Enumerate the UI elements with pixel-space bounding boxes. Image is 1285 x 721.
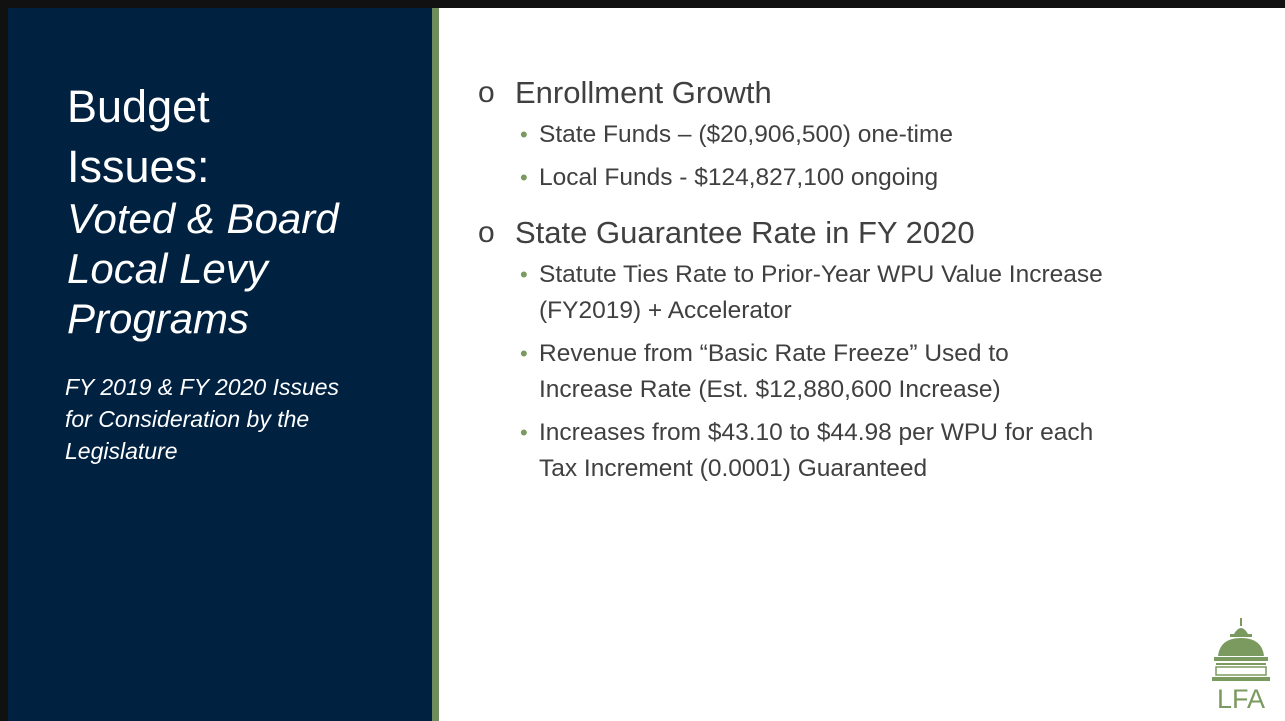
logo-text: LFA [1217, 684, 1265, 714]
description: FY 2019 & FY 2020 Issues [65, 374, 340, 400]
bullet-marker: • [520, 420, 528, 445]
title: Issues: [67, 141, 210, 192]
bullet-marker: • [520, 122, 528, 147]
subtitle: Local Levy [67, 245, 268, 292]
accent-bar [432, 8, 439, 721]
subtitle: Programs [67, 295, 250, 342]
bullet-text: Revenue from “Basic Rate Freeze” Used to [539, 340, 1009, 367]
bullet-text: Local Funds - $124,827,100 ongoing [539, 164, 939, 191]
border [0, 0, 8, 721]
bullet-marker: • [520, 165, 528, 190]
bullet-text: Increases from $43.10 to $44.98 per WPU … [539, 419, 1094, 446]
section-heading: Enrollment Growth [515, 75, 772, 110]
bullet-text: (FY2019) + Accelerator [539, 297, 792, 324]
bullet-marker: o [478, 76, 495, 109]
border [0, 0, 1285, 8]
subtitle: Voted & Board [67, 195, 339, 242]
bullet-text: Statute Ties Rate to Prior-Year WPU Valu… [539, 261, 1103, 288]
dome-icon [1212, 618, 1270, 681]
section-heading: State Guarantee Rate in FY 2020 [515, 215, 975, 250]
title: Budget [67, 81, 210, 132]
logo: LFA [1212, 618, 1270, 714]
bullet-text: Tax Increment (0.0001) Guaranteed [539, 455, 928, 482]
description: for Consideration by the [65, 406, 310, 432]
bullet-marker: • [520, 262, 528, 287]
description: Legislature [65, 438, 178, 464]
bullet-marker: • [520, 341, 528, 366]
bullet-text: State Funds – ($20,906,500) one-time [539, 121, 954, 148]
bullet-text: Increase Rate (Est. $12,880,600 Increase… [539, 376, 1001, 403]
title-panel [8, 8, 432, 721]
bullet-marker: o [478, 216, 495, 249]
